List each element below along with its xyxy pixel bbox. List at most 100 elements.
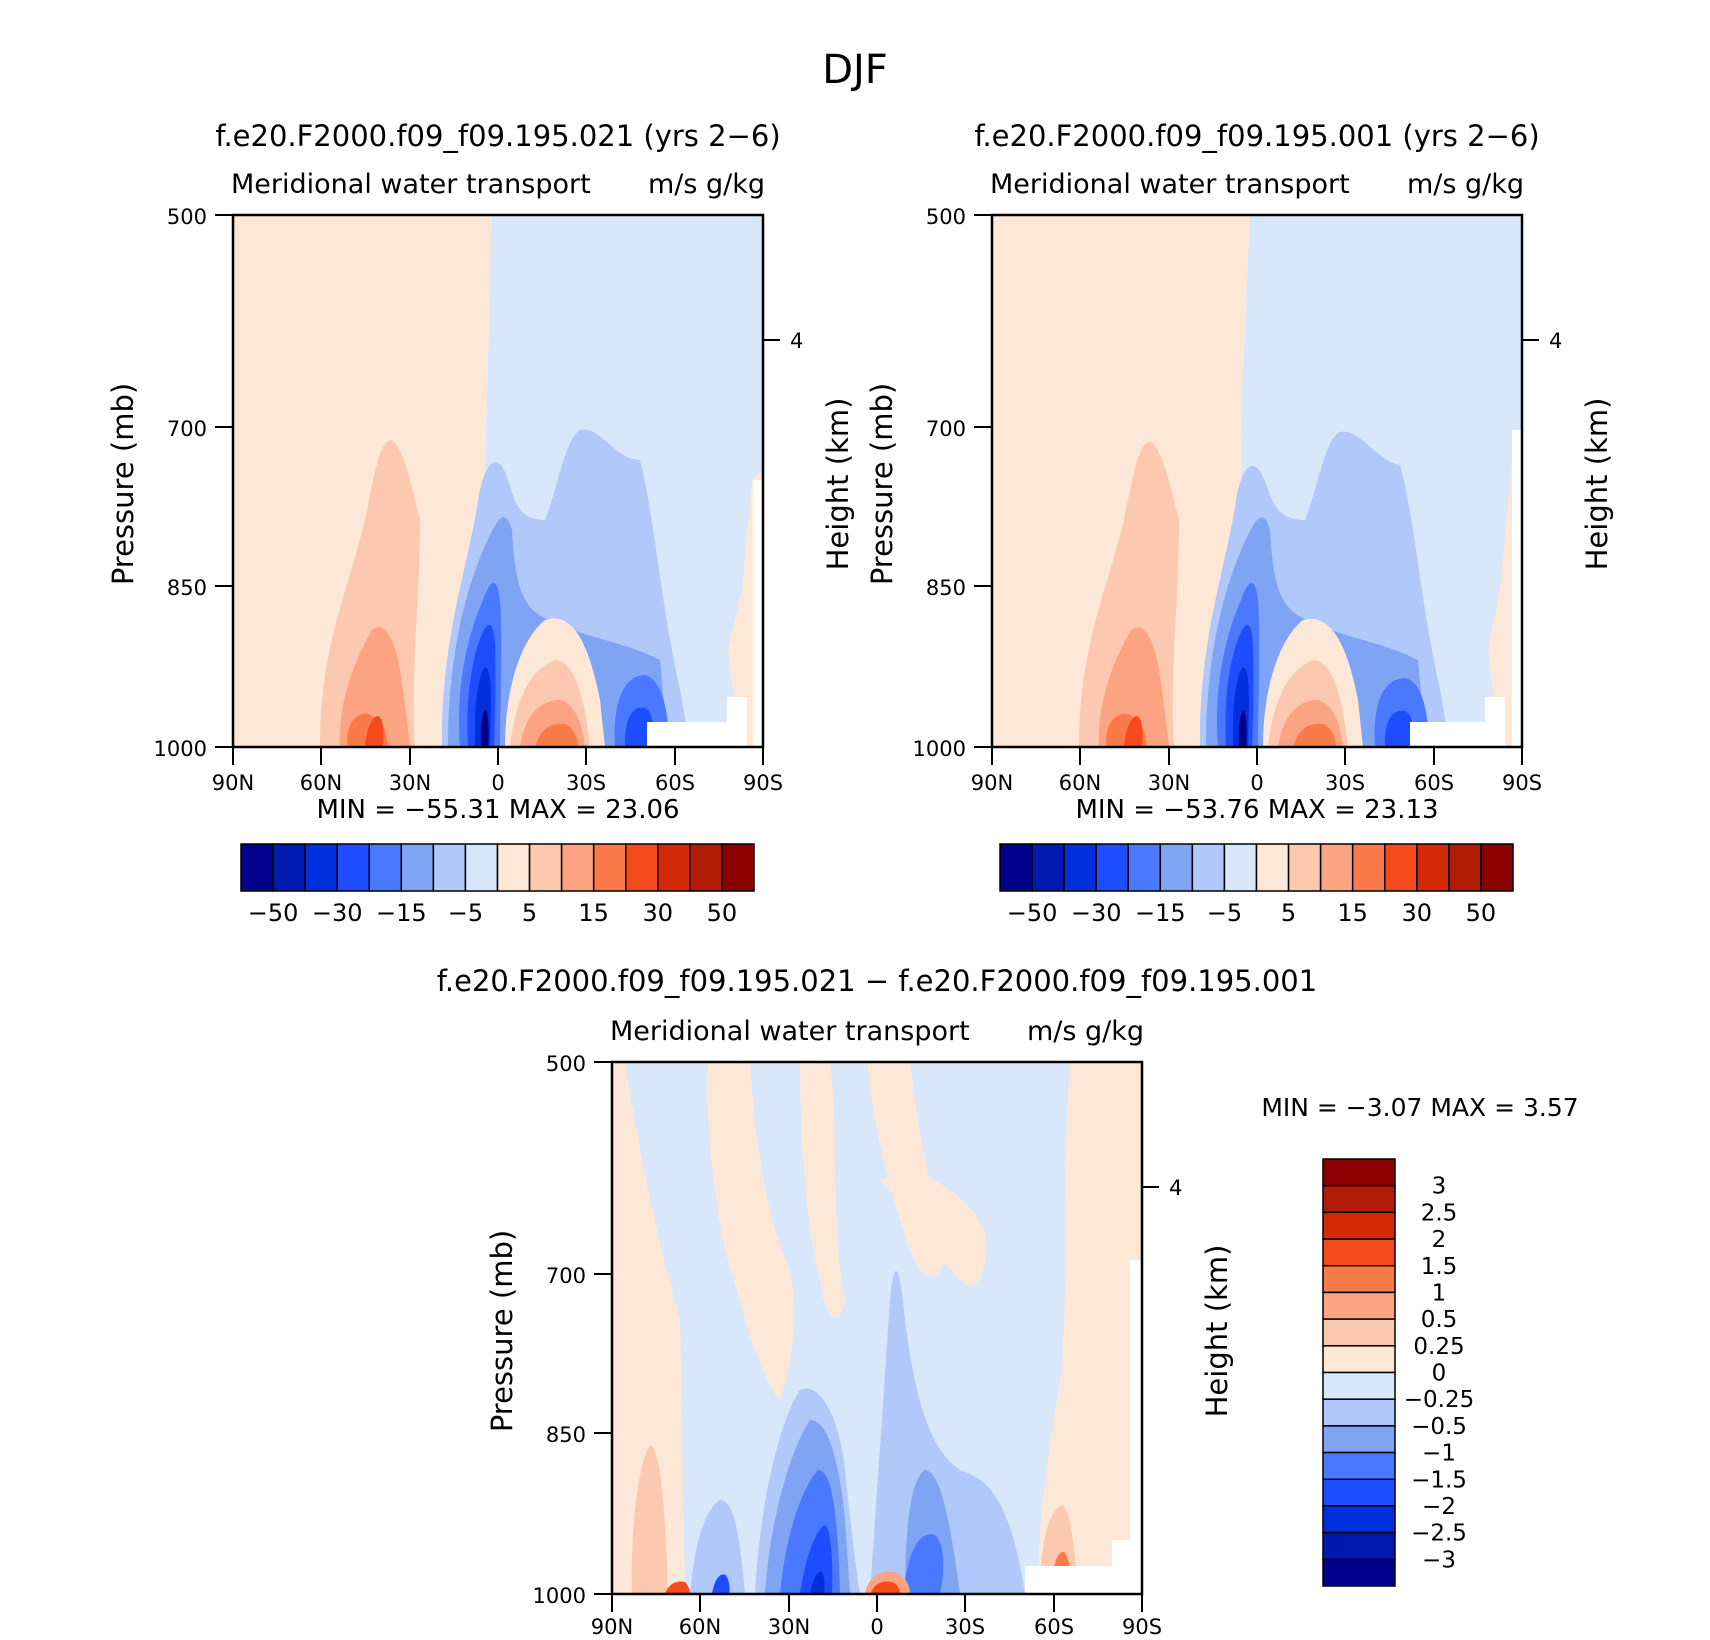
- panel-3-xtick-60n: 60N: [679, 1615, 721, 1636]
- colorbar-label: −5: [1207, 899, 1242, 927]
- panel-1-y-ticks: [215, 214, 780, 748]
- panel-1-title: f.e20.F2000.f09_f09.195.021 (yrs 2−6): [215, 119, 780, 153]
- panel-3-fill-pos-1: [612, 1062, 685, 1594]
- colorbar-swatch: [1322, 1398, 1396, 1427]
- colorbar-label: 5: [1281, 899, 1296, 927]
- colorbar-label: −2.5: [1411, 1521, 1467, 1547]
- colorbar-label: −15: [376, 899, 427, 927]
- panel-2-xtick-90s: 90S: [1502, 771, 1542, 795]
- panel-3-ytick-1000: 1000: [533, 1584, 586, 1608]
- panel-1-xtick-60n: 60N: [300, 771, 342, 795]
- panel-3-title: f.e20.F2000.f09_f09.195.021 − f.e20.F200…: [437, 964, 1317, 998]
- colorbar-swatch: [464, 843, 499, 892]
- colorbar-label: −30: [1071, 899, 1122, 927]
- panel-1-missing-data: [647, 722, 727, 747]
- panel-1-contours: [233, 215, 763, 747]
- panel-3-fill-neg-3: [690, 1500, 745, 1594]
- panel-3-missing-data-3: [1130, 1260, 1142, 1594]
- colorbar-swatch: [368, 843, 403, 892]
- colorbar-swatch: [1448, 843, 1482, 892]
- panel-3-subtitle-left: Meridional water transport: [610, 1016, 970, 1047]
- panel-1-xtick-60s: 60S: [655, 771, 695, 795]
- panel-3-xtick-30n: 30N: [768, 1615, 810, 1636]
- colorbar-label: 15: [578, 899, 609, 927]
- colorbar-label: 1: [1432, 1280, 1447, 1306]
- colorbar-swatch: [432, 843, 467, 892]
- colorbar-swatch: [1095, 843, 1129, 892]
- colorbar-swatch: [1191, 843, 1226, 892]
- colorbar-label: 3: [1432, 1174, 1447, 1200]
- colorbar-swatch: [999, 843, 1033, 892]
- colorbar-swatch: [1351, 843, 1386, 892]
- panel-2-xtick-60n: 60N: [1059, 771, 1101, 795]
- panel-2-ytick-700: 700: [926, 417, 966, 441]
- panel-2-xtick-60s: 60S: [1414, 771, 1454, 795]
- panel-1-ytick-right-4: 4: [790, 329, 803, 353]
- colorbar-label: 50: [707, 899, 738, 927]
- colorbar-swatch: [1159, 843, 1194, 892]
- panel-3-fill-pos-13: [665, 1581, 690, 1594]
- colorbar-swatch: [400, 843, 435, 892]
- colorbar-label: 2.5: [1421, 1200, 1458, 1226]
- colorbar-swatch: [1322, 1531, 1396, 1561]
- panel-3-fill-pos-3: [800, 1062, 845, 1318]
- colorbar-swatch: [240, 843, 274, 892]
- panel-2-fill-sh-mid-blue-2: [1384, 710, 1415, 747]
- panel-2-xtick-30n: 30N: [1148, 771, 1190, 795]
- panel-3-fill-pos-2: [707, 1062, 795, 1400]
- panel-1-subtitle-left: Meridional water transport: [231, 169, 591, 200]
- colorbar-label: −0.5: [1411, 1414, 1467, 1440]
- panel-3-fill-pos-5: [1039, 1062, 1142, 1594]
- panel-2-fill-nh-red-4: [1124, 716, 1143, 747]
- panel-3-fill-neg-9: [810, 1571, 825, 1594]
- panel-3-ytick-700: 700: [546, 1264, 586, 1288]
- panel-3-ylabel-right: Height (km): [1200, 1245, 1234, 1418]
- colorbar-swatch: [496, 843, 531, 892]
- panel-2-colorbar: −50 −30 −15 −5 5 15 30 50: [999, 843, 1514, 927]
- panel-3-ytick-right-4: 4: [1169, 1176, 1182, 1200]
- colorbar-label: 0.25: [1413, 1334, 1464, 1360]
- panel-2-ytick-right-4: 4: [1549, 329, 1562, 353]
- panel-3-fill-pos-6: [880, 1170, 987, 1286]
- figure-title: DJF: [822, 47, 888, 93]
- panel-3-y-ticks: [594, 1061, 1159, 1595]
- colorbar-label: −30: [312, 899, 363, 927]
- colorbar-label: 2: [1432, 1227, 1447, 1253]
- colorbar-swatch: [1322, 1558, 1396, 1587]
- panel-1-xtick-90n: 90N: [212, 771, 254, 795]
- panel-1-xtick-0: 0: [491, 771, 504, 795]
- colorbar-label: 30: [1402, 899, 1433, 927]
- colorbar-swatch: [1322, 1318, 1396, 1347]
- panel-3-contours: [612, 1062, 1142, 1594]
- panel-1-colorbar: −50 −30 −15 −5 5 15 30 50: [240, 843, 755, 927]
- colorbar-swatch: [560, 843, 595, 892]
- colorbar-swatch: [1322, 1451, 1396, 1480]
- panel-2-x-ticks: [991, 747, 1523, 765]
- colorbar-swatch: [592, 843, 627, 892]
- panel-1-ylabel-right: Height (km): [821, 398, 855, 571]
- colorbar-swatch: [528, 843, 563, 892]
- panel-1-xtick-30n: 30N: [389, 771, 431, 795]
- colorbar-swatch: [1322, 1291, 1396, 1320]
- panel-3-xtick-30s: 30S: [945, 1615, 985, 1636]
- panel-2-min-max: MIN = −53.76 MAX = 23.13: [1075, 795, 1438, 825]
- panel-2-missing-data-2: [1485, 697, 1505, 747]
- colorbar-label: 0.5: [1421, 1307, 1458, 1333]
- panel-1-ylabel: Pressure (mb): [106, 383, 140, 585]
- colorbar-swatch: [304, 843, 338, 892]
- colorbar-swatch: [625, 843, 659, 892]
- panel-3-colorbar: 32.521.510.50.250−0.25−0.5−1−1.5−2−2.5−3: [1322, 1158, 1474, 1587]
- colorbar-swatch: [1322, 1184, 1396, 1214]
- panel-3-fill-neg-10: [712, 1574, 730, 1594]
- panel-3-xtick-60s: 60S: [1034, 1615, 1074, 1636]
- panel-1: f.e20.F2000.f09_f09.195.021 (yrs 2−6) Me…: [106, 119, 855, 927]
- panel-1-fill-sh-red-4: [535, 723, 578, 747]
- panel-3-fill-neg-2: [870, 1271, 1025, 1594]
- panel-2-missing-data: [1410, 722, 1485, 747]
- colorbar-swatch: [1322, 1211, 1396, 1240]
- panel-3-min-max: MIN = −3.07 MAX = 3.57: [1261, 1093, 1578, 1122]
- panel-2-subtitle-right: m/s g/kg: [1407, 169, 1524, 200]
- panel-1-ytick-850: 850: [167, 576, 207, 600]
